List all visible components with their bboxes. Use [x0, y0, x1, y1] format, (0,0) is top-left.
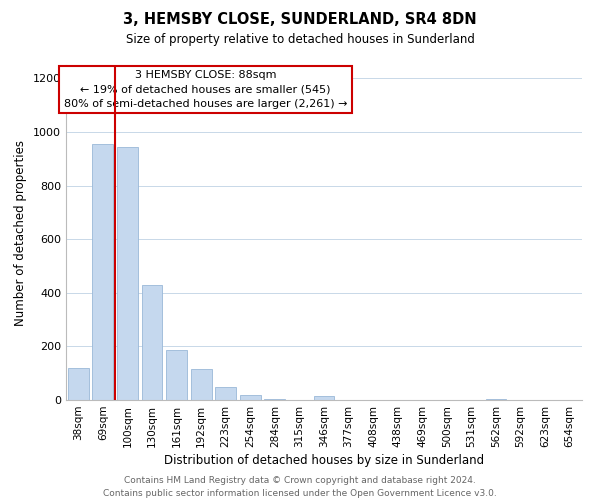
Text: Contains HM Land Registry data © Crown copyright and database right 2024.
Contai: Contains HM Land Registry data © Crown c… [103, 476, 497, 498]
Bar [117, 146, 138, 400]
Bar [485, 398, 506, 400]
Y-axis label: Number of detached properties: Number of detached properties [14, 140, 28, 326]
Bar [314, 396, 334, 400]
Bar [215, 388, 236, 400]
Bar [92, 144, 113, 400]
Bar [240, 395, 261, 400]
Bar [265, 398, 286, 400]
Bar [166, 350, 187, 400]
Text: 3 HEMSBY CLOSE: 88sqm
← 19% of detached houses are smaller (545)
80% of semi-det: 3 HEMSBY CLOSE: 88sqm ← 19% of detached … [64, 70, 347, 109]
Bar [68, 368, 89, 400]
Text: Size of property relative to detached houses in Sunderland: Size of property relative to detached ho… [125, 32, 475, 46]
Text: 3, HEMSBY CLOSE, SUNDERLAND, SR4 8DN: 3, HEMSBY CLOSE, SUNDERLAND, SR4 8DN [123, 12, 477, 28]
X-axis label: Distribution of detached houses by size in Sunderland: Distribution of detached houses by size … [164, 454, 484, 467]
Bar [191, 369, 212, 400]
Bar [142, 285, 163, 400]
